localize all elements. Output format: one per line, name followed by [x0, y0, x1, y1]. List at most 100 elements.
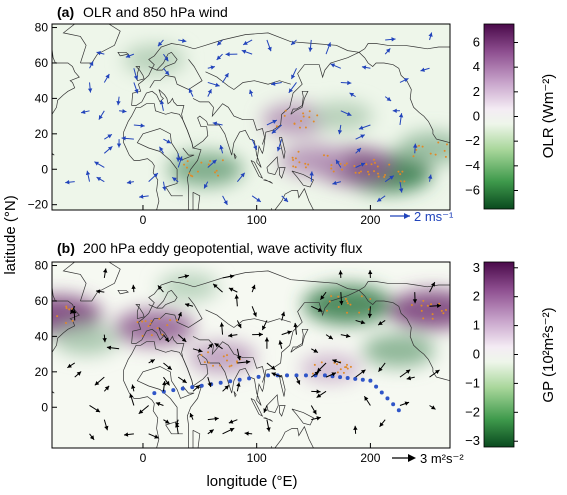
significance-dot	[397, 170, 400, 173]
significance-dot	[225, 359, 228, 362]
significance-dot	[307, 163, 310, 166]
vector-head	[330, 63, 336, 68]
vector-head	[107, 134, 112, 139]
vector-head	[95, 408, 101, 413]
significance-dot	[420, 304, 423, 307]
vector-head	[85, 170, 91, 176]
vector-head	[368, 270, 373, 275]
vector-head	[195, 385, 200, 390]
vector-head	[159, 146, 164, 152]
wave-train-point	[294, 373, 299, 378]
coastline	[291, 408, 314, 426]
significance-dot	[207, 351, 210, 354]
vector-head	[316, 416, 321, 421]
significance-dot	[292, 159, 295, 162]
anomaly-blob	[311, 101, 373, 131]
colorbar-tick-label: 0	[473, 109, 480, 124]
panel-b-anomaly-field	[52, 272, 450, 383]
vector-head	[89, 435, 95, 440]
wave-train-point	[228, 379, 233, 384]
vector-head	[207, 89, 212, 94]
significance-dot	[291, 156, 294, 159]
vector-head	[175, 422, 180, 427]
vector-head	[328, 335, 333, 340]
significance-dot	[293, 122, 296, 125]
coastline	[279, 375, 286, 397]
coastline	[192, 336, 265, 383]
vector-head	[398, 188, 404, 193]
vector-head	[263, 408, 268, 413]
significance-dot	[44, 317, 46, 319]
vector-head	[189, 413, 194, 418]
vector-head	[178, 156, 183, 161]
vector-head	[271, 129, 277, 134]
significance-dot	[377, 172, 380, 175]
vector-head	[65, 180, 70, 185]
vector-head	[122, 108, 127, 114]
significance-dot	[226, 354, 229, 357]
significance-dot	[302, 115, 305, 118]
wave-train-point	[266, 373, 271, 378]
vector-head	[133, 75, 139, 80]
significance-dot	[39, 309, 41, 311]
significance-dot	[337, 295, 340, 298]
vector-head	[236, 355, 242, 361]
coastline	[117, 289, 129, 295]
panel-a-significance-dots	[183, 109, 448, 183]
coastline	[136, 128, 195, 197]
vector-head	[125, 53, 131, 58]
vector-head	[378, 320, 383, 326]
panel-b-reference-label: 3 m²s⁻²	[420, 451, 464, 466]
y-tick-label: 20	[35, 365, 49, 379]
vector-head	[166, 139, 171, 144]
significance-dot	[353, 165, 356, 168]
vector-head	[223, 200, 228, 205]
significance-dot	[326, 154, 329, 157]
wave-train-point	[180, 386, 185, 391]
wave-train-point	[360, 377, 365, 382]
coastline	[290, 328, 309, 353]
anomaly-blob	[123, 44, 186, 75]
vector-head	[212, 121, 218, 126]
wave-train-point	[374, 384, 379, 389]
vector-head	[309, 171, 314, 176]
significance-dot	[383, 175, 386, 178]
significance-dot	[294, 166, 297, 169]
anomaly-blob	[157, 272, 219, 302]
vector-head	[224, 385, 229, 390]
significance-dot	[228, 365, 231, 368]
significance-dot	[207, 163, 210, 166]
significance-dot	[183, 163, 186, 166]
significance-dot	[445, 143, 448, 146]
significance-dot	[71, 319, 74, 322]
vector-head	[358, 125, 364, 130]
coastline	[271, 187, 316, 210]
significance-dot	[369, 298, 372, 301]
vector-head	[296, 379, 301, 385]
x-tick-label: 200	[360, 451, 380, 465]
significance-dot	[339, 368, 342, 371]
significance-dot	[161, 333, 164, 336]
panel-a-title: OLR and 850 hPa wind	[83, 4, 228, 20]
colorbar-tick-label: 4	[473, 59, 480, 74]
coastline	[131, 270, 361, 406]
vector-head	[182, 378, 187, 383]
significance-dot	[284, 109, 287, 112]
significance-dot	[312, 120, 315, 123]
significance-dot	[304, 162, 307, 165]
wave-train-point	[152, 391, 157, 396]
vector-head	[353, 425, 358, 430]
significance-dot	[322, 154, 325, 157]
vector-head	[129, 393, 134, 398]
panel-b-letter: (b)	[57, 240, 75, 256]
significance-dot	[230, 364, 233, 367]
significance-dot	[136, 321, 139, 324]
significance-dot	[403, 180, 406, 183]
panel-a-colorbar-label: OLR (Wm⁻²)	[540, 74, 557, 159]
vector-head	[216, 55, 222, 60]
significance-dot	[346, 311, 349, 314]
vector-head	[314, 371, 320, 376]
vector-head	[104, 385, 110, 391]
vector-head	[224, 73, 229, 78]
significance-dot	[360, 295, 363, 298]
